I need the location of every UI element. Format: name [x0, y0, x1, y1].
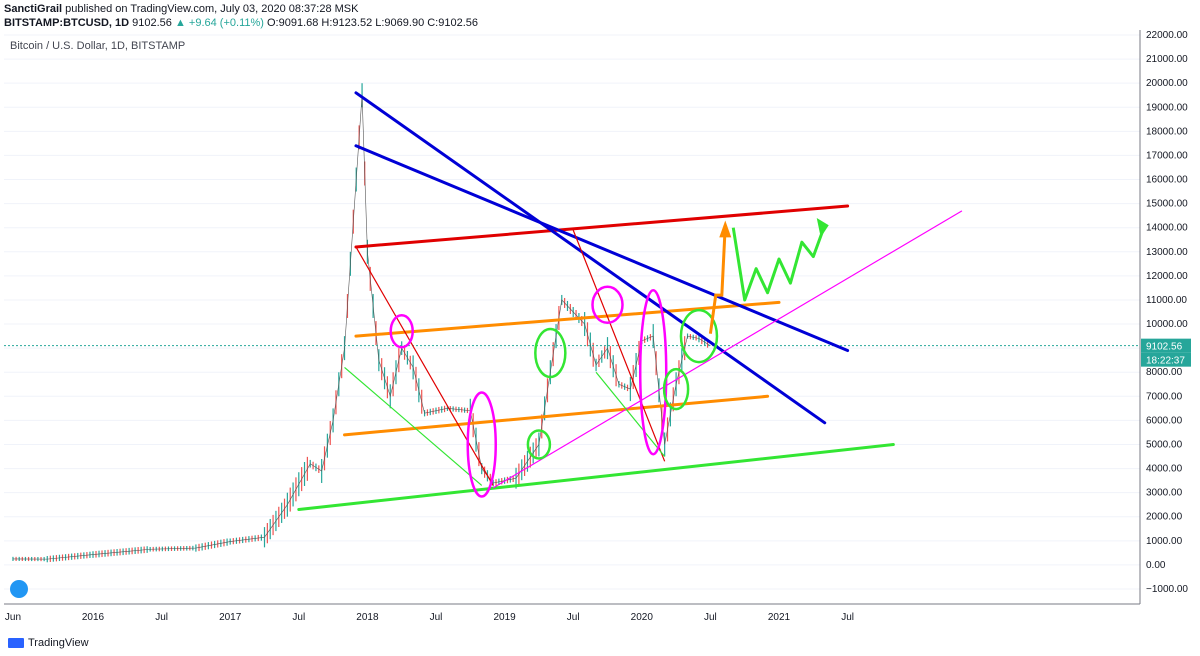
time-badge-label: 18:22:37	[1146, 356, 1185, 367]
y-tick-label: 16000.00	[1146, 175, 1188, 186]
y-tick-label: −1000.00	[1146, 584, 1188, 595]
x-tick-label: Jun	[5, 612, 21, 623]
x-tick-label: Jul	[841, 612, 854, 623]
last-price: 9102.56	[132, 17, 172, 29]
x-tick-label: Jul	[704, 612, 717, 623]
x-tick-label: Jul	[567, 612, 580, 623]
price-series-line	[12, 95, 711, 560]
green-wave-projection	[731, 224, 827, 302]
y-tick-label: 4000.00	[1146, 464, 1183, 475]
green-circle-2	[526, 429, 552, 460]
footer-brand: TradingView	[28, 637, 89, 649]
orange-projection-arrow	[708, 225, 727, 334]
y-tick-label: 1000.00	[1146, 536, 1183, 547]
ohlc-values: O:9091.68 H:9123.52 L:9069.90 C:9102.56	[267, 17, 479, 29]
y-tick-label: 22000.00	[1146, 30, 1188, 41]
magenta-ellipse	[466, 391, 497, 498]
published-text: published on TradingView.com, July 03, 2…	[65, 3, 359, 15]
y-tick-label: 17000.00	[1146, 150, 1188, 161]
red-decline-line	[355, 246, 494, 486]
x-tick-label: Jul	[430, 612, 443, 623]
y-tick-label: 0.00	[1146, 560, 1166, 571]
y-tick-label: 13000.00	[1146, 247, 1188, 258]
symbol-ohlc-line: BITSTAMP:BTCUSD, 1D 9102.56 ▲ +9.64 (+0.…	[4, 17, 478, 29]
y-tick-label: 20000.00	[1146, 78, 1188, 89]
green-thin-line-2	[595, 371, 666, 457]
tradingview-logo-icon	[8, 638, 24, 648]
green-support-line	[297, 442, 895, 512]
publish-info: SanctiGrail published on TradingView.com…	[4, 3, 358, 15]
magenta-circle	[389, 314, 414, 349]
y-tick-label: 11000.00	[1146, 295, 1187, 306]
y-tick-label: 10000.00	[1146, 319, 1188, 330]
footer: TradingView	[8, 637, 89, 649]
y-tick-label: 21000.00	[1146, 54, 1188, 65]
y-tick-label: 5000.00	[1146, 439, 1183, 450]
green-circle-4	[679, 308, 719, 364]
orange-channel-line	[354, 300, 781, 338]
up-arrow-icon: ▲	[174, 17, 186, 29]
x-tick-label: 2021	[768, 612, 791, 623]
green-circle	[534, 327, 567, 379]
red-resistance-line	[354, 204, 850, 249]
time-badge	[1141, 352, 1191, 367]
green-arrowhead	[816, 218, 829, 238]
x-tick-label: Jul	[292, 612, 305, 623]
x-tick-label: 2017	[219, 612, 242, 623]
magenta-ellipse-2	[638, 288, 668, 456]
price-change: +9.64 (+0.11%)	[188, 17, 264, 29]
x-tick-label: 2016	[82, 612, 105, 623]
orange-channel-line	[343, 394, 770, 437]
settings-icon[interactable]	[10, 580, 28, 598]
y-tick-label: 19000.00	[1146, 102, 1188, 113]
blue-trend-line	[354, 91, 827, 425]
green-thin-line	[344, 366, 483, 486]
green-circle-3	[662, 367, 690, 411]
y-tick-label: 2000.00	[1146, 512, 1183, 523]
price-badge-label: 9102.56	[1146, 342, 1183, 353]
blue-trend-line	[354, 144, 850, 353]
y-tick-label: 7000.00	[1146, 391, 1183, 402]
author-name[interactable]: SanctiGrail	[4, 3, 63, 15]
x-tick-label: 2018	[356, 612, 379, 623]
chart-symbol-title: Bitcoin / U.S. Dollar, 1D, BITSTAMP	[10, 40, 186, 52]
y-tick-label: 14000.00	[1146, 223, 1188, 234]
magenta-circle-2	[591, 285, 624, 325]
y-tick-label: 18000.00	[1146, 126, 1188, 137]
y-tick-label: 12000.00	[1146, 271, 1188, 282]
y-tick-label: 15000.00	[1146, 199, 1188, 210]
y-tick-label: 8000.00	[1146, 367, 1183, 378]
price-badge	[1141, 338, 1191, 353]
y-tick-label: 6000.00	[1146, 415, 1183, 426]
red-decline-line-2	[572, 229, 666, 462]
x-tick-label: Jul	[155, 612, 168, 623]
x-tick-label: 2019	[493, 612, 516, 623]
y-tick-label: 3000.00	[1146, 488, 1183, 499]
orange-arrowhead	[719, 220, 732, 238]
x-tick-label: 2020	[631, 612, 654, 623]
symbol-label: BITSTAMP:BTCUSD, 1D	[4, 17, 130, 29]
magenta-trend-line	[492, 210, 963, 489]
